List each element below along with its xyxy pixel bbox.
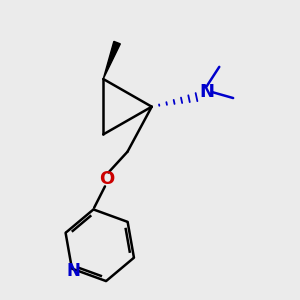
Text: N: N bbox=[199, 83, 214, 101]
Text: N: N bbox=[67, 262, 81, 280]
Polygon shape bbox=[103, 41, 120, 79]
Text: O: O bbox=[99, 170, 114, 188]
